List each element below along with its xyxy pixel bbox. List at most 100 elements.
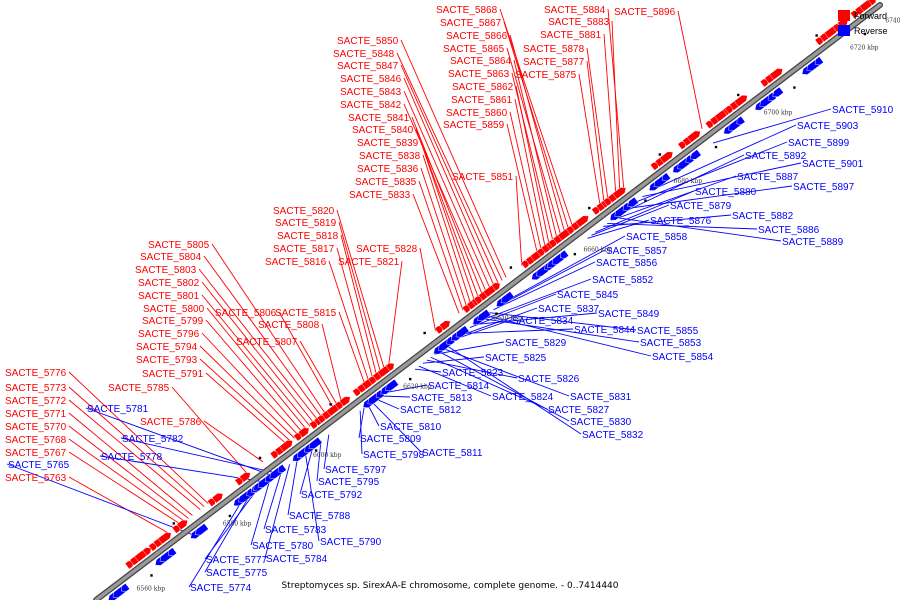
reverse-gene-label[interactable]: SACTE_5765	[8, 460, 70, 471]
forward-gene-arrow[interactable]	[491, 281, 503, 292]
reverse-gene-arrow[interactable]	[771, 86, 784, 99]
reverse-gene-arrow[interactable]	[660, 172, 671, 183]
forward-gene-arrow[interactable]	[769, 66, 784, 81]
reverse-gene-arrow[interactable]	[454, 325, 470, 340]
reverse-gene-arrow[interactable]	[625, 196, 639, 209]
forward-gene-label[interactable]: SACTE_5785	[108, 383, 170, 394]
forward-gene-label[interactable]: SACTE_5807	[236, 337, 298, 348]
forward-gene-label[interactable]: SACTE_5862	[452, 82, 514, 93]
reverse-gene-label[interactable]: SACTE_5797	[325, 465, 387, 476]
reverse-gene-label[interactable]: SACTE_5811	[422, 448, 483, 459]
reverse-gene-arrow[interactable]	[166, 547, 177, 558]
reverse-gene-label[interactable]: SACTE_5831	[570, 392, 632, 403]
reverse-gene-arrow[interactable]	[244, 487, 256, 498]
forward-gene-arrow[interactable]	[612, 185, 628, 200]
reverse-gene-label[interactable]: SACTE_5849	[598, 309, 660, 320]
forward-gene-label[interactable]: SACTE_5821	[338, 257, 400, 268]
forward-gene-label[interactable]: SACTE_5796	[138, 329, 200, 340]
forward-gene-label[interactable]: SACTE_5846	[340, 74, 402, 85]
reverse-gene-label[interactable]: SACTE_5825	[485, 353, 547, 364]
forward-gene-label[interactable]: SACTE_5840	[352, 125, 414, 136]
reverse-gene-label[interactable]: SACTE_5879	[670, 201, 732, 212]
forward-gene-label[interactable]: SACTE_5805	[148, 240, 210, 251]
forward-gene-label[interactable]: SACTE_5859	[443, 120, 505, 131]
reverse-gene-label[interactable]: SACTE_5880	[695, 187, 757, 198]
forward-gene-label[interactable]: SACTE_5839	[357, 138, 419, 149]
forward-gene-arrow[interactable]	[239, 470, 253, 483]
forward-gene-label[interactable]: SACTE_5851	[452, 172, 514, 183]
forward-gene-label[interactable]: SACTE_5776	[5, 368, 67, 379]
forward-gene-arrow[interactable]	[575, 213, 590, 228]
forward-gene-label[interactable]: SACTE_5816	[265, 257, 327, 268]
forward-gene-label[interactable]: SACTE_5819	[275, 218, 337, 229]
reverse-gene-label[interactable]: SACTE_5852	[592, 275, 654, 286]
forward-gene-label[interactable]: SACTE_5763	[5, 473, 67, 484]
forward-gene-label[interactable]: SACTE_5768	[5, 435, 67, 446]
reverse-gene-arrow[interactable]	[688, 149, 702, 162]
forward-gene-label[interactable]: SACTE_5815	[275, 308, 337, 319]
forward-gene-arrow[interactable]	[176, 518, 190, 531]
reverse-gene-label[interactable]: SACTE_5844	[574, 325, 636, 336]
reverse-gene-label[interactable]: SACTE_5886	[758, 225, 820, 236]
forward-gene-label[interactable]: SACTE_5861	[451, 95, 513, 106]
forward-gene-label[interactable]: SACTE_5820	[273, 206, 335, 217]
forward-gene-label[interactable]: SACTE_5881	[540, 30, 602, 41]
reverse-gene-label[interactable]: SACTE_5798	[363, 450, 425, 461]
reverse-gene-arrow[interactable]	[374, 389, 385, 400]
reverse-gene-label[interactable]: SACTE_5783	[265, 525, 327, 536]
reverse-gene-label[interactable]: SACTE_5778	[101, 452, 163, 463]
reverse-gene-label[interactable]: SACTE_5854	[652, 352, 714, 363]
forward-gene-label[interactable]: SACTE_5786	[140, 417, 202, 428]
forward-gene-label[interactable]: SACTE_5817	[273, 244, 335, 255]
forward-gene-label[interactable]: SACTE_5803	[135, 265, 197, 276]
forward-gene-label[interactable]: SACTE_5865	[443, 44, 505, 55]
reverse-gene-label[interactable]: SACTE_5830	[570, 417, 632, 428]
forward-gene-label[interactable]: SACTE_5868	[436, 5, 498, 16]
reverse-gene-arrow[interactable]	[276, 464, 287, 474]
reverse-gene-arrow[interactable]	[813, 56, 824, 67]
reverse-gene-arrow[interactable]	[766, 92, 777, 102]
forward-gene-label[interactable]: SACTE_5800	[143, 304, 205, 315]
forward-gene-arrow[interactable]	[439, 318, 452, 331]
reverse-gene-label[interactable]: SACTE_5892	[745, 151, 807, 162]
forward-gene-label[interactable]: SACTE_5836	[357, 164, 419, 175]
forward-gene-arrow[interactable]	[142, 545, 154, 556]
reverse-gene-label[interactable]: SACTE_5826	[518, 374, 580, 385]
reverse-gene-label[interactable]: SACTE_5790	[320, 537, 382, 548]
forward-gene-label[interactable]: SACTE_5841	[348, 113, 410, 124]
reverse-gene-label[interactable]: SACTE_5901	[802, 159, 864, 170]
forward-gene-label[interactable]: SACTE_5799	[142, 316, 204, 327]
forward-gene-label[interactable]: SACTE_5883	[548, 17, 610, 28]
reverse-gene-label[interactable]: SACTE_5824	[492, 392, 554, 403]
forward-gene-label[interactable]: SACTE_5791	[142, 369, 204, 380]
reverse-gene-label[interactable]: SACTE_5837	[538, 304, 600, 315]
forward-gene-label[interactable]: SACTE_5878	[523, 44, 585, 55]
reverse-gene-label[interactable]: SACTE_5858	[626, 232, 688, 243]
reverse-gene-label[interactable]: SACTE_5810	[380, 422, 442, 433]
forward-gene-label[interactable]: SACTE_5771	[5, 409, 67, 420]
forward-gene-arrow[interactable]	[385, 361, 397, 372]
reverse-gene-label[interactable]: SACTE_5853	[640, 338, 702, 349]
forward-gene-label[interactable]: SACTE_5848	[333, 49, 395, 60]
reverse-gene-label[interactable]: SACTE_5829	[505, 338, 567, 349]
reverse-gene-label[interactable]: SACTE_5812	[400, 405, 462, 416]
forward-gene-arrow[interactable]	[733, 93, 749, 108]
forward-gene-label[interactable]: SACTE_5801	[138, 291, 200, 302]
reverse-gene-arrow[interactable]	[119, 583, 130, 593]
reverse-gene-label[interactable]: SACTE_5780	[252, 541, 314, 552]
forward-gene-label[interactable]: SACTE_5808	[258, 320, 320, 331]
reverse-gene-label[interactable]: SACTE_5876	[650, 216, 712, 227]
forward-gene-label[interactable]: SACTE_5806	[215, 308, 277, 319]
reverse-gene-label[interactable]: SACTE_5856	[596, 258, 658, 269]
reverse-gene-arrow[interactable]	[307, 436, 323, 451]
reverse-gene-label[interactable]: SACTE_5889	[782, 237, 844, 248]
reverse-gene-label[interactable]: SACTE_5903	[797, 121, 859, 132]
forward-gene-label[interactable]: SACTE_5838	[359, 151, 421, 162]
forward-gene-label[interactable]: SACTE_5767	[5, 448, 67, 459]
forward-gene-label[interactable]: SACTE_5842	[340, 100, 402, 111]
reverse-gene-arrow[interactable]	[383, 378, 399, 393]
reverse-gene-label[interactable]: SACTE_5899	[788, 138, 850, 149]
forward-gene-label[interactable]: SACTE_5884	[544, 5, 606, 16]
forward-gene-arrow[interactable]	[157, 530, 173, 545]
forward-gene-arrow[interactable]	[659, 149, 675, 164]
